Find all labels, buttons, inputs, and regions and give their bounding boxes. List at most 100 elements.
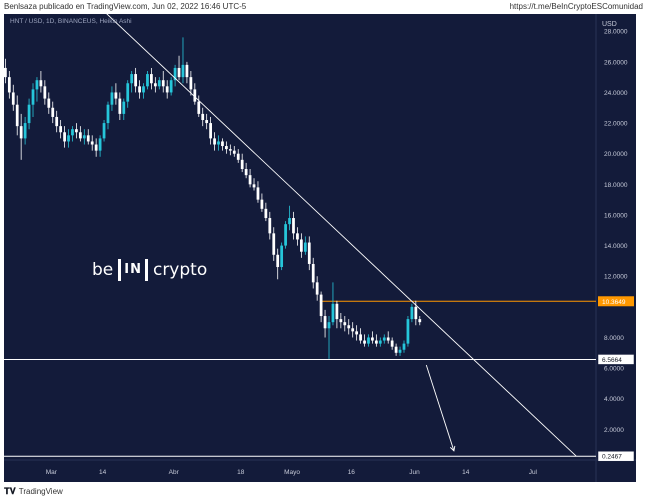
- candle-body: [75, 129, 78, 133]
- candle-body: [398, 349, 402, 353]
- candle-body: [126, 83, 130, 102]
- logo-text-be: be: [92, 260, 114, 280]
- candle-body: [288, 218, 291, 225]
- candle-body: [27, 104, 31, 124]
- candle-body: [363, 340, 366, 344]
- candle-body: [205, 120, 209, 124]
- candle-body: [102, 123, 106, 139]
- candle-body: [300, 239, 303, 252]
- price-label: 6.5664: [602, 357, 622, 364]
- candle-body: [31, 89, 35, 105]
- candle-body: [201, 113, 205, 121]
- candle-body: [272, 233, 276, 255]
- candle-body: [213, 138, 216, 145]
- candle-body: [51, 107, 55, 117]
- candle-body: [394, 346, 398, 353]
- candle-body: [98, 138, 102, 151]
- candle-body: [402, 343, 406, 350]
- candle-body: [55, 116, 59, 127]
- y-tick-label: 6.0000: [604, 366, 624, 373]
- candle-body: [248, 175, 252, 185]
- candle-body: [319, 294, 323, 317]
- candle-body: [4, 67, 7, 78]
- candle-body: [150, 74, 153, 84]
- candle-body: [359, 334, 362, 341]
- candle-body: [307, 242, 311, 264]
- y-tick-label: 20.0000: [604, 151, 628, 158]
- footer: 𝐓𝐕 TradingView: [4, 486, 63, 497]
- tradingview-logo-icon: 𝐓𝐕: [4, 486, 16, 496]
- candle-body: [386, 337, 390, 341]
- candle-body: [418, 319, 422, 323]
- candle-body: [296, 233, 299, 240]
- symbol-info: HNT / USD, 1D, BINANCEUS, Heikin Ashi: [10, 18, 132, 25]
- candle-body: [15, 104, 19, 127]
- candle-body: [371, 337, 374, 341]
- candle-body: [252, 184, 256, 188]
- candle-body: [94, 144, 98, 151]
- price-label: 0.2467: [602, 454, 622, 461]
- candle-body: [71, 129, 74, 136]
- candle-body: [197, 101, 201, 114]
- candle-body: [315, 282, 319, 295]
- projection-arrow-line: [425, 364, 455, 451]
- candle-body: [146, 74, 149, 87]
- candle-body: [130, 74, 134, 84]
- price-chart[interactable]: USD 2.0000 4.0000 6.0000 8.0000 12.0000 14.000…: [4, 14, 636, 482]
- chart-panel[interactable]: USD 2.0000 4.0000 6.0000 8.0000 12.0000 14.000…: [4, 14, 636, 482]
- candle-body: [335, 303, 339, 320]
- candle-body: [106, 104, 110, 124]
- candle-body: [292, 218, 295, 234]
- price-label-box: [598, 296, 634, 307]
- candle-body: [110, 92, 114, 105]
- y-tick-label: 16.0000: [604, 212, 628, 219]
- candle-body: [378, 340, 382, 344]
- candle-body: [268, 218, 272, 234]
- candle-body: [351, 328, 355, 332]
- candle-body: [355, 331, 359, 335]
- candle-body: [414, 306, 418, 320]
- candle-body: [82, 135, 86, 139]
- candle-body: [90, 141, 94, 145]
- candle-body: [331, 303, 335, 323]
- candle-body: [43, 86, 47, 99]
- y-tick-label: 22.0000: [604, 121, 628, 128]
- candle-body: [228, 149, 232, 151]
- descending-trendline: [106, 14, 577, 457]
- candle-body: [173, 67, 177, 81]
- x-tick-label: Jul: [529, 469, 538, 476]
- candle-body: [260, 199, 264, 209]
- candle-body: [47, 98, 51, 108]
- candle-body: [122, 101, 126, 114]
- logo-box-in: IN: [118, 259, 148, 281]
- candle-body: [118, 98, 122, 114]
- y-tick-label: 8.0000: [604, 335, 624, 342]
- candle-body: [276, 254, 280, 268]
- candle-body: [406, 319, 410, 344]
- candle-body: [35, 80, 39, 90]
- community-link[interactable]: https://t.me/BeInCryptoESComunidad: [509, 2, 643, 11]
- x-tick-label: Mayo: [284, 469, 300, 476]
- candle-body: [185, 64, 189, 78]
- x-tick-label: Abr: [169, 469, 180, 476]
- logo-text-crypto: crypto: [152, 260, 208, 280]
- publisher-text: Benlsaza publicado en TradingView.com, J…: [4, 2, 247, 11]
- candle-body: [303, 242, 307, 252]
- candle-body: [284, 224, 287, 246]
- candle-body: [114, 92, 118, 99]
- price-label: 10.3649: [602, 299, 626, 306]
- x-tick-label: 18: [237, 469, 245, 476]
- candle-body: [382, 337, 386, 341]
- y-tick-label: 4.0000: [604, 396, 624, 403]
- candle-body: [86, 135, 90, 142]
- candle-body: [142, 86, 145, 93]
- candle-body: [7, 77, 11, 93]
- candle-body: [232, 150, 236, 154]
- candle-body: [225, 146, 228, 150]
- candle-body: [19, 126, 23, 139]
- candle-body: [193, 89, 197, 102]
- candle-body: [39, 80, 43, 87]
- candle-body: [177, 67, 181, 78]
- candle-body: [138, 86, 141, 93]
- footer-brand: TradingView: [18, 487, 63, 496]
